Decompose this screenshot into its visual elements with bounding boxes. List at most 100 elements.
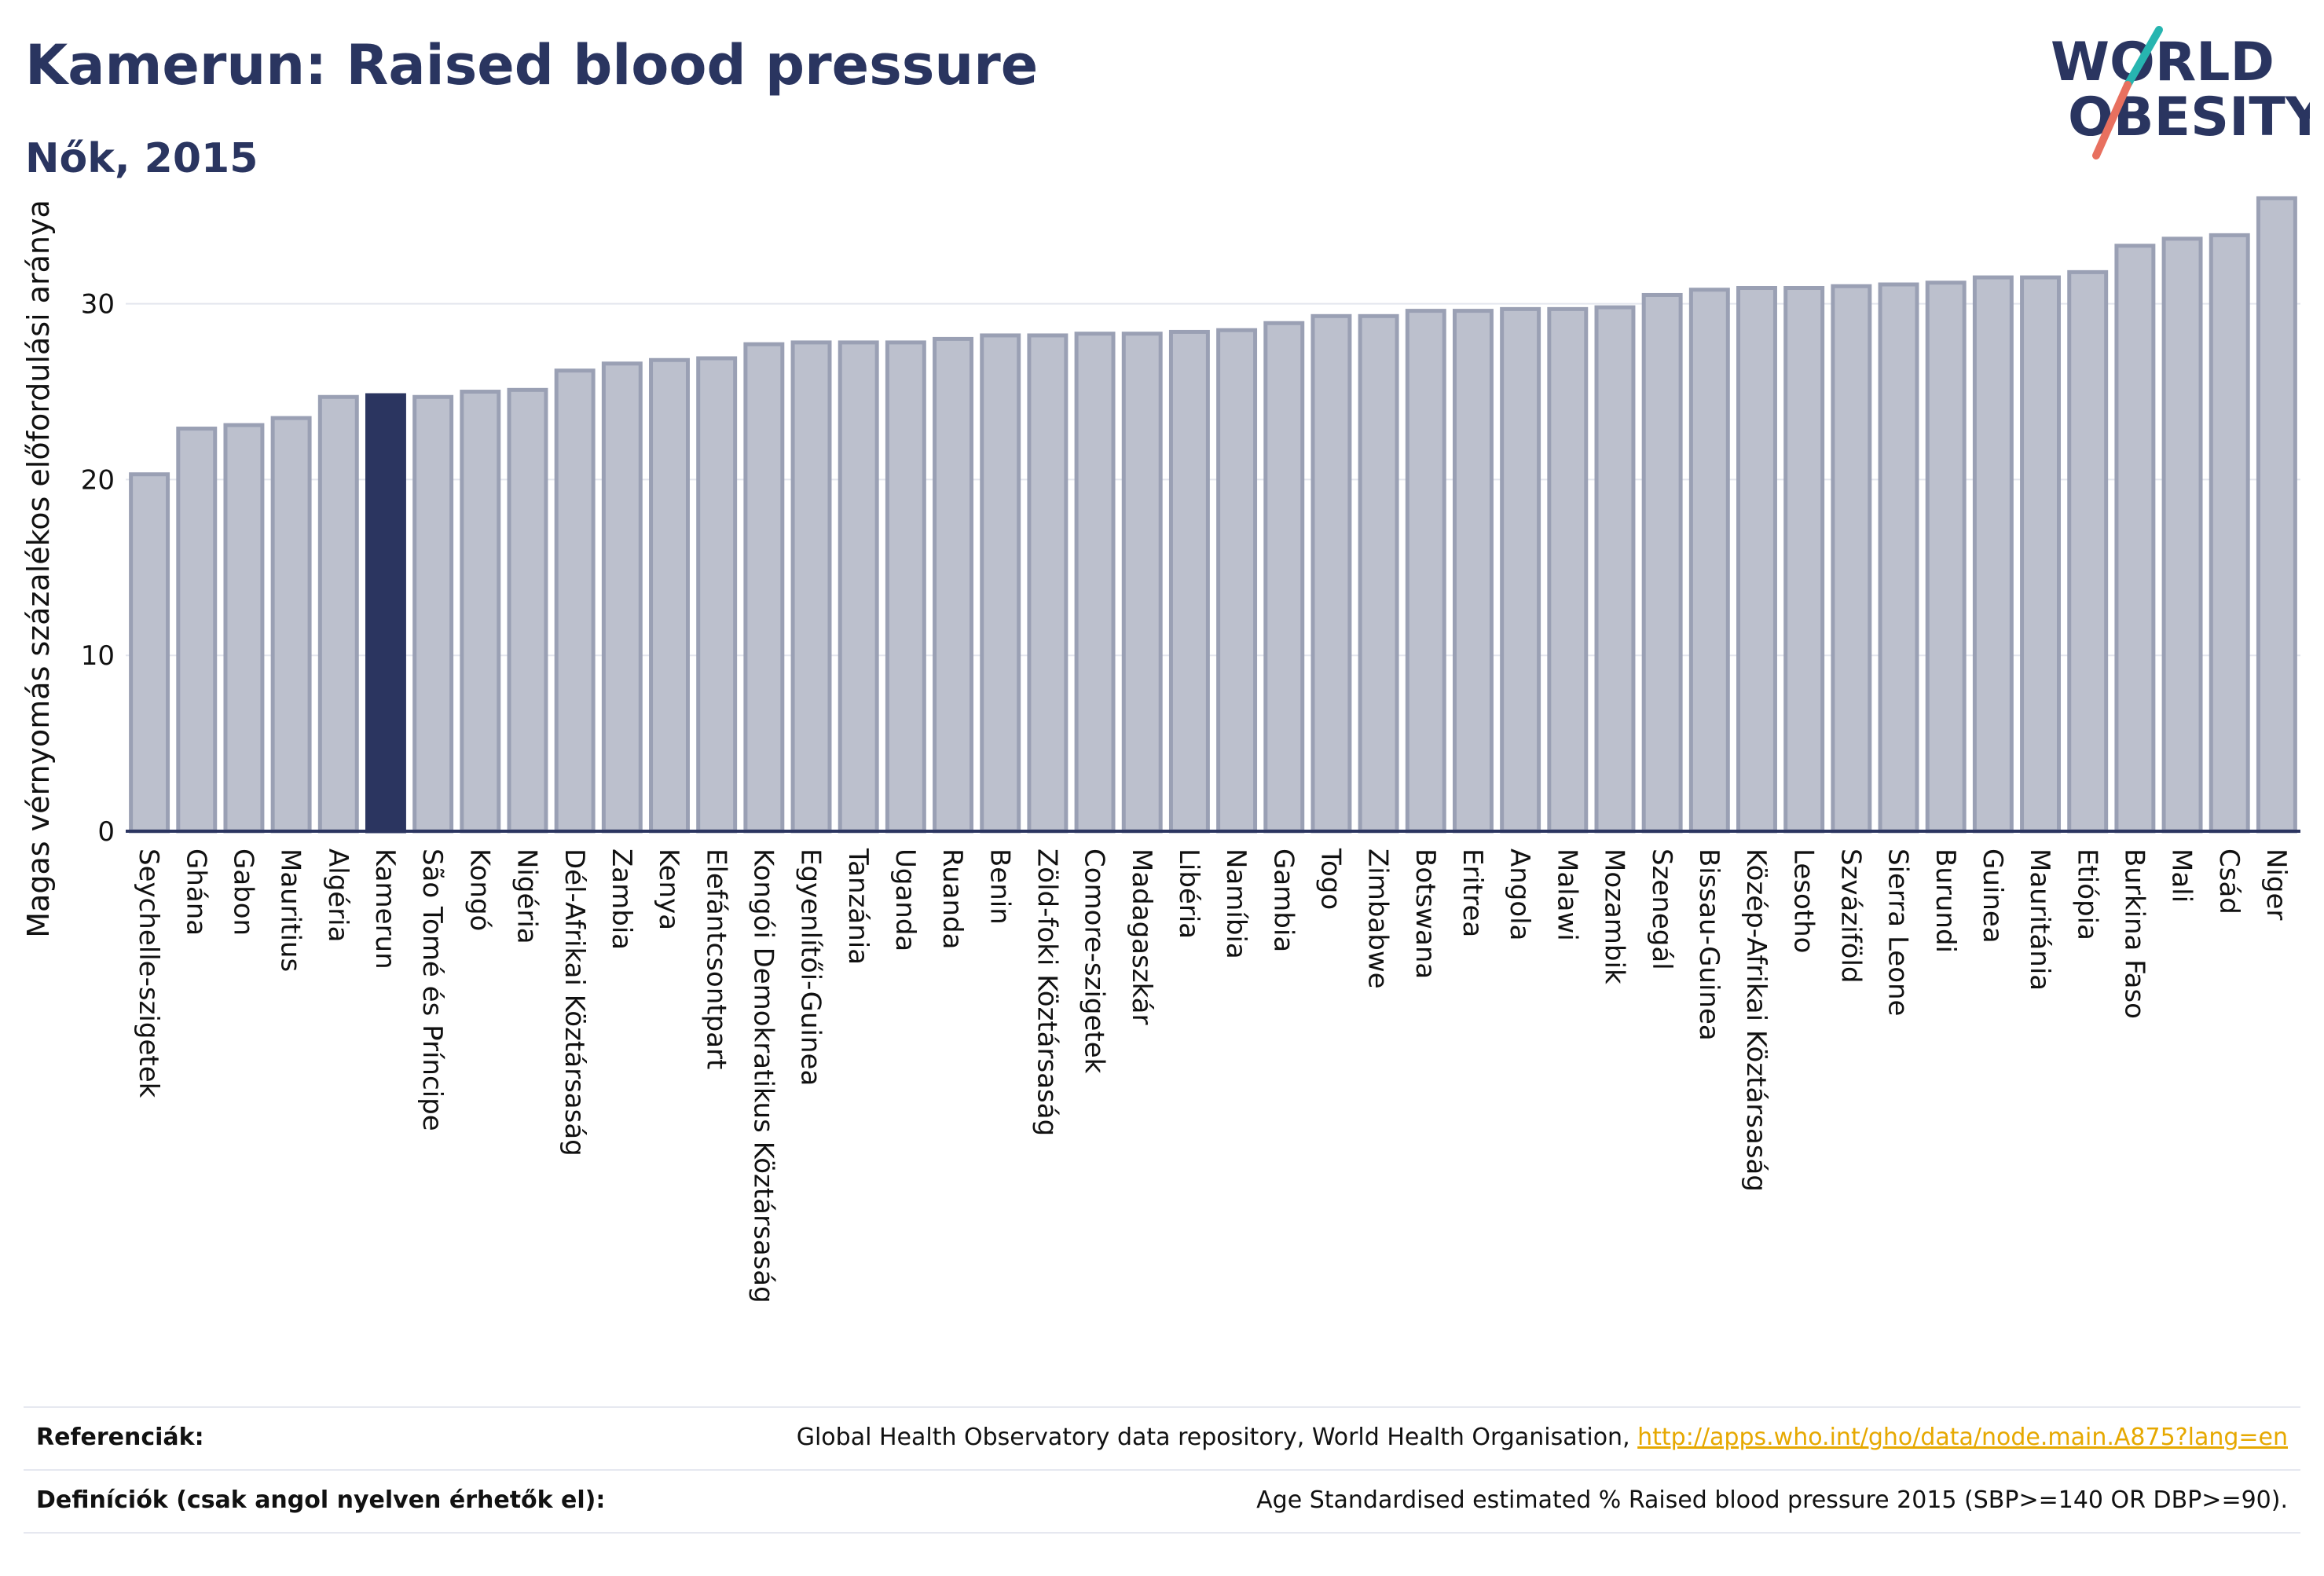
bars	[129, 196, 2297, 834]
x-tick-label: Kenya	[653, 848, 684, 930]
x-tick-label: Közép-Afrikai Köztársaság	[1740, 848, 1772, 1192]
world-obesity-logo: WORLD OBESITY	[2051, 26, 2310, 159]
bar	[1688, 288, 1730, 834]
y-tick-label: 30	[81, 289, 115, 321]
definitions-row: Definíciók (csak angol nyelven érhetők e…	[24, 1469, 2300, 1534]
y-tick-label: 0	[97, 816, 115, 848]
bar	[1452, 309, 1494, 834]
bar	[1831, 284, 1872, 834]
bar	[696, 356, 738, 834]
x-tick-label: Dél-Afrikai Köztársaság	[559, 848, 590, 1156]
bar	[601, 361, 643, 834]
bar	[1121, 332, 1163, 834]
bar	[743, 342, 785, 834]
bar	[2067, 269, 2109, 834]
x-tick-label: Mozambik	[1599, 848, 1630, 984]
bar	[412, 394, 454, 834]
bar	[1216, 328, 1258, 834]
x-tick-label: Benin	[984, 848, 1015, 925]
bar	[1358, 313, 1399, 834]
y-axis-label: Magas vérnyomás százalékos előfordulási …	[21, 200, 56, 937]
logo-text-world: WORLD	[2051, 31, 2275, 93]
bar	[507, 387, 548, 834]
x-tick-label: Zöld-foki Köztársaság	[1031, 848, 1062, 1136]
bar	[885, 340, 926, 834]
x-tick-label: Namíbia	[1220, 848, 1252, 959]
x-tick-label: Lesotho	[1787, 848, 1819, 953]
bar	[933, 336, 974, 834]
y-tick-label: 20	[81, 464, 115, 496]
x-tick-label: Seychelle-szigetek	[133, 848, 164, 1098]
x-tick-label: Libéria	[1173, 848, 1204, 939]
x-tick-label: Kamerun	[369, 848, 401, 969]
bar	[1074, 332, 1116, 834]
bar	[1641, 292, 1683, 834]
bar	[460, 390, 501, 834]
x-tick-label: Madagaszkár	[1126, 848, 1157, 1024]
bar	[1500, 306, 1541, 834]
x-tick-label: Angola	[1504, 848, 1535, 940]
y-tick-label: 10	[81, 640, 115, 672]
bar	[1972, 275, 2014, 834]
references-label: Referenciák:	[36, 1424, 204, 1451]
x-tick-label: Mali	[2166, 848, 2198, 903]
logo-slash-teal	[2124, 26, 2163, 89]
axes: 0 10 20 30	[81, 289, 2300, 848]
chart-subtitle: Nők, 2015	[25, 135, 258, 182]
logo-slash-coral	[2092, 81, 2132, 159]
bar	[2020, 275, 2062, 834]
x-tick-label: Comore-szigetek	[1079, 848, 1110, 1074]
x-tick-label: Guinea	[1977, 848, 2008, 944]
references-text: Global Health Observatory data repositor…	[796, 1424, 1638, 1451]
bar	[1736, 286, 1777, 834]
x-tick-label: Ruanda	[937, 848, 968, 949]
references-row: Referenciák: Global Health Observatory d…	[24, 1406, 2300, 1469]
bar	[176, 427, 218, 834]
x-tick-label: Ghána	[180, 848, 211, 936]
logo-text-obesity: OBESITY	[2068, 86, 2310, 148]
bar	[2209, 233, 2250, 834]
bar	[270, 416, 312, 834]
x-tick-label: Csád	[2213, 848, 2245, 914]
bar	[1878, 282, 1919, 834]
chart-title: Kamerun: Raised blood pressure	[25, 33, 1039, 97]
x-tick-label: Gambia	[1267, 848, 1299, 952]
references-link[interactable]: http://apps.who.int/gho/data/node.main.A…	[1637, 1424, 2288, 1451]
bar	[2161, 236, 2203, 834]
bar	[838, 340, 879, 834]
bar	[1027, 333, 1069, 834]
x-tick-label: Niger	[2260, 848, 2292, 920]
x-tick-label: Mauritánia	[2024, 848, 2055, 991]
x-tick-label: Szváziföld	[1835, 848, 1866, 983]
x-tick-label: Burkina Faso	[2118, 848, 2150, 1019]
x-tick-label: Sierra Leone	[1882, 848, 1914, 1016]
x-tick-label: Malawi	[1551, 848, 1582, 941]
x-tick-label: São Tomé és Príncipe	[416, 848, 448, 1131]
x-tick-label: Togo	[1315, 848, 1347, 910]
bar	[223, 423, 265, 834]
x-tick-label: Nigéria	[511, 848, 543, 944]
bar	[2114, 244, 2156, 834]
x-tick-label: Burundi	[1930, 848, 1961, 953]
bar	[980, 333, 1021, 834]
bar	[1263, 321, 1305, 834]
x-tick-label: Kongói Demokratikus Köztársaság	[747, 848, 779, 1303]
x-tick-label: Kongó	[464, 848, 495, 931]
bar	[554, 368, 596, 834]
x-tick-label: Szenegál	[1646, 848, 1677, 970]
x-tick-label: Botswana	[1409, 848, 1441, 979]
bar	[129, 472, 170, 834]
bar	[790, 340, 832, 834]
bar	[1310, 313, 1352, 834]
bar	[1594, 305, 1636, 834]
x-tick-label: Etiópia	[2071, 848, 2102, 940]
x-tick-labels: Seychelle-szigetek Ghána Gabon Mauritius Alg…	[133, 848, 2292, 1303]
bar	[1405, 309, 1446, 834]
definitions-value: Age Standardised estimated % Raised bloo…	[1256, 1486, 2288, 1514]
bar	[1783, 286, 1825, 834]
x-tick-label: Elefántcsontpart	[700, 848, 731, 1069]
bar	[649, 357, 690, 834]
x-tick-label: Mauritius	[275, 848, 306, 972]
x-tick-label: Zimbabwe	[1362, 848, 1394, 989]
x-tick-label: Zambia	[606, 848, 637, 950]
